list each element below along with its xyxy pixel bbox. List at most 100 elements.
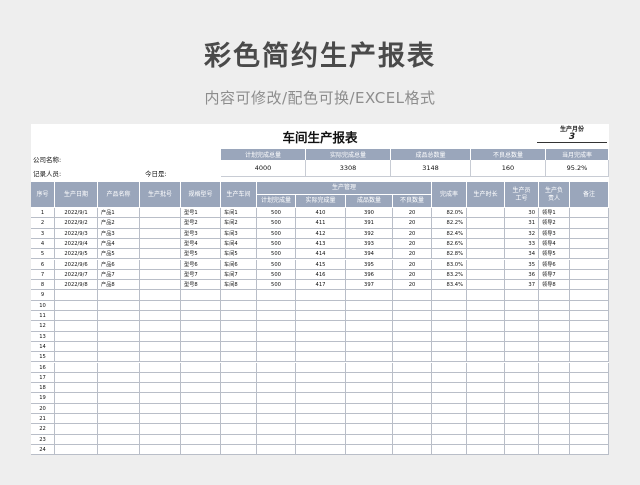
cell-plan[interactable] (257, 393, 296, 404)
cell-workerno[interactable] (505, 414, 539, 425)
cell-rate[interactable] (432, 403, 467, 414)
cell-product[interactable]: 产品4 (98, 238, 140, 250)
cell-workshop[interactable]: 车间1 (221, 208, 257, 219)
cell-actual[interactable] (296, 362, 346, 373)
cell-actual[interactable] (296, 352, 346, 363)
cell-finished[interactable]: 394 (346, 249, 393, 260)
cell-defect[interactable]: 20 (393, 249, 432, 260)
cell-workerno[interactable] (505, 383, 539, 394)
cell-actual[interactable]: 413 (296, 238, 346, 250)
cell-defect[interactable] (393, 300, 432, 311)
cell-finished[interactable]: 397 (346, 280, 393, 291)
cell-rate[interactable]: 82.6% (432, 238, 467, 250)
cell-actual[interactable] (296, 290, 346, 301)
cell-product[interactable] (98, 341, 140, 353)
cell-batch[interactable] (140, 444, 181, 455)
cell-hours[interactable] (467, 311, 505, 322)
cell-note[interactable] (570, 331, 609, 342)
cell-batch[interactable] (140, 434, 181, 445)
cell-defect[interactable]: 20 (393, 280, 432, 291)
column-header-note[interactable]: 备注 (570, 182, 609, 208)
cell-spec[interactable] (181, 300, 221, 311)
cell-product[interactable] (98, 403, 140, 414)
cell-leader[interactable] (539, 321, 570, 332)
cell-workshop[interactable] (221, 321, 257, 332)
cell-seq[interactable]: 17 (31, 372, 55, 384)
cell-date[interactable] (55, 424, 98, 435)
cell-leader[interactable] (539, 444, 570, 455)
summary-value-cell[interactable]: 3148 (391, 160, 471, 177)
cell-note[interactable] (570, 290, 609, 301)
cell-batch[interactable] (140, 238, 181, 250)
cell-workshop[interactable] (221, 352, 257, 363)
cell-hours[interactable] (467, 321, 505, 332)
cell-spec[interactable] (181, 383, 221, 394)
cell-leader[interactable] (539, 341, 570, 353)
cell-actual[interactable] (296, 341, 346, 353)
cell-note[interactable] (570, 352, 609, 363)
cell-leader[interactable] (539, 352, 570, 363)
cell-workerno[interactable] (505, 372, 539, 384)
cell-date[interactable]: 2022/9/1 (55, 208, 98, 219)
cell-leader[interactable]: 领导7 (539, 269, 570, 281)
cell-workerno[interactable] (505, 434, 539, 445)
cell-note[interactable] (570, 414, 609, 425)
cell-batch[interactable] (140, 300, 181, 311)
cell-workshop[interactable] (221, 444, 257, 455)
cell-plan[interactable] (257, 300, 296, 311)
cell-hours[interactable] (467, 300, 505, 311)
cell-workshop[interactable] (221, 331, 257, 342)
cell-defect[interactable]: 20 (393, 228, 432, 239)
cell-actual[interactable] (296, 331, 346, 342)
cell-spec[interactable]: 型号2 (181, 218, 221, 229)
cell-date[interactable]: 2022/9/8 (55, 280, 98, 291)
cell-note[interactable] (570, 321, 609, 332)
month-value[interactable]: 3 (537, 132, 607, 143)
cell-actual[interactable] (296, 434, 346, 445)
cell-date[interactable] (55, 321, 98, 332)
cell-rate[interactable] (432, 414, 467, 425)
column-header-spec[interactable]: 规格型号 (181, 182, 221, 208)
cell-hours[interactable] (467, 393, 505, 404)
cell-plan[interactable] (257, 311, 296, 322)
cell-date[interactable] (55, 372, 98, 384)
cell-finished[interactable] (346, 341, 393, 353)
cell-plan[interactable] (257, 444, 296, 455)
cell-seq[interactable]: 7 (31, 269, 55, 281)
column-header-workerno[interactable]: 生产员 工号 (505, 182, 539, 208)
cell-workshop[interactable] (221, 393, 257, 404)
cell-note[interactable] (570, 424, 609, 435)
cell-plan[interactable]: 500 (257, 259, 296, 270)
cell-date[interactable] (55, 290, 98, 301)
cell-hours[interactable] (467, 434, 505, 445)
cell-spec[interactable] (181, 341, 221, 353)
cell-plan[interactable] (257, 383, 296, 394)
column-header-plan[interactable]: 计划完成量 (257, 195, 296, 208)
cell-plan[interactable] (257, 321, 296, 332)
cell-rate[interactable] (432, 444, 467, 455)
cell-finished[interactable] (346, 434, 393, 445)
cell-finished[interactable]: 393 (346, 238, 393, 250)
cell-finished[interactable]: 391 (346, 218, 393, 229)
cell-finished[interactable] (346, 393, 393, 404)
cell-product[interactable] (98, 383, 140, 394)
cell-batch[interactable] (140, 290, 181, 301)
cell-hours[interactable] (467, 424, 505, 435)
cell-hours[interactable] (467, 414, 505, 425)
cell-actual[interactable]: 411 (296, 218, 346, 229)
cell-defect[interactable]: 20 (393, 218, 432, 229)
cell-workshop[interactable] (221, 403, 257, 414)
cell-note[interactable] (570, 383, 609, 394)
cell-defect[interactable] (393, 434, 432, 445)
summary-value-cell[interactable]: 4000 (221, 160, 306, 177)
cell-defect[interactable] (393, 383, 432, 394)
cell-spec[interactable] (181, 403, 221, 414)
cell-note[interactable] (570, 208, 609, 219)
cell-seq[interactable]: 4 (31, 238, 55, 250)
cell-seq[interactable]: 9 (31, 290, 55, 301)
cell-note[interactable] (570, 269, 609, 281)
cell-leader[interactable] (539, 331, 570, 342)
cell-leader[interactable]: 领导2 (539, 218, 570, 229)
cell-leader[interactable]: 领导8 (539, 280, 570, 291)
cell-workshop[interactable] (221, 362, 257, 373)
